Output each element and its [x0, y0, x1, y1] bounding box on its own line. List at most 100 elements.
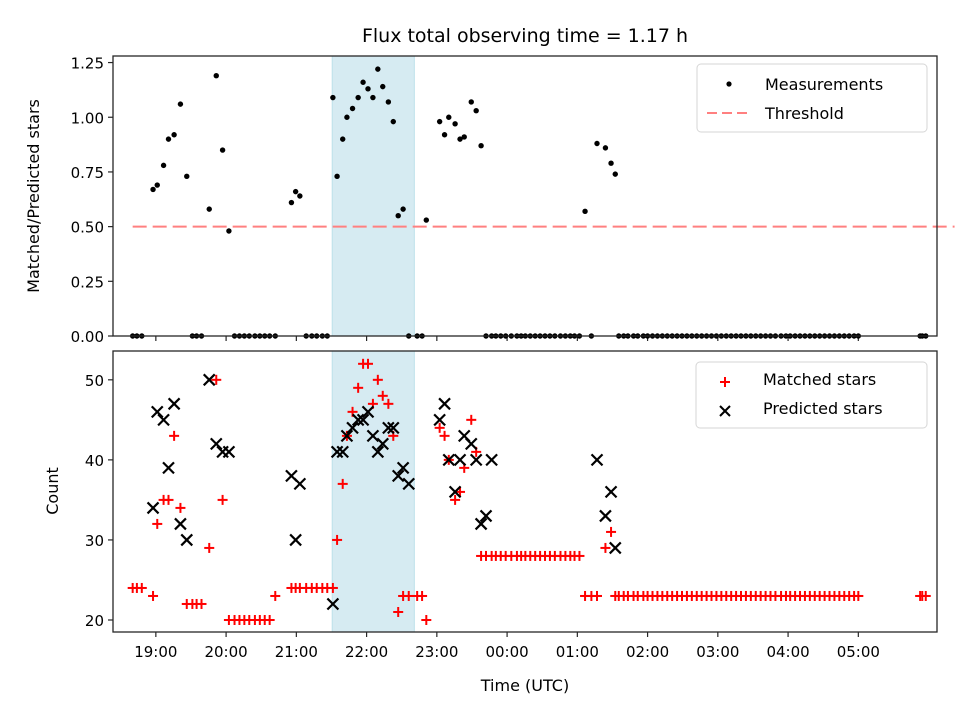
- measurement-point: [219, 147, 226, 153]
- measurement-point: [582, 208, 588, 215]
- matched-star-point: [393, 606, 404, 617]
- measurement-point: [370, 94, 376, 101]
- x-axis-label: Time (UTC): [480, 676, 569, 695]
- matched-star-point: [204, 542, 215, 553]
- x-tick-label: 22:00: [345, 643, 388, 661]
- matched-star-point: [196, 598, 207, 609]
- top-y-axis-label: Matched/Predicted stars: [24, 99, 43, 293]
- predicted-star-point: [474, 517, 488, 531]
- matched-star-point: [148, 590, 159, 601]
- matched-star-point: [439, 430, 450, 441]
- predicted-star-point: [180, 533, 194, 547]
- measurement-point: [380, 83, 386, 90]
- measurement-point: [461, 134, 467, 140]
- bottom-y-tick-label: 30: [85, 532, 104, 550]
- measurement-point: [594, 140, 600, 147]
- predicted-star-point: [340, 429, 354, 443]
- predicted-star-point: [604, 485, 618, 499]
- matched-star-point: [332, 534, 343, 545]
- matched-star-point: [421, 614, 432, 625]
- predicted-star-point: [396, 461, 410, 475]
- top-y-tick-label: 0.25: [71, 273, 104, 291]
- measurement-point: [360, 79, 366, 85]
- measurement-point: [365, 86, 371, 92]
- predicted-star-point: [209, 437, 223, 451]
- measurement-point: [297, 193, 303, 199]
- measurement-point: [177, 101, 184, 107]
- predicted-star-point: [479, 509, 493, 523]
- matched-star-point: [211, 374, 222, 385]
- bottom-y-tick-label: 40: [85, 452, 104, 470]
- matched-star-point: [270, 590, 281, 601]
- matched-star-point: [434, 422, 445, 433]
- x-tick-label: 23:00: [415, 643, 458, 661]
- predicted-star-point: [202, 373, 216, 387]
- predicted-star-point: [336, 445, 349, 459]
- bottom-axes-frame: [112, 350, 938, 633]
- x-tick-label: 03:00: [696, 643, 739, 661]
- legend-measurements-marker: [726, 81, 732, 87]
- matched-star-point: [264, 614, 275, 625]
- measurement-point: [612, 171, 618, 177]
- measurement-point: [171, 132, 177, 138]
- predicted-star-point: [371, 445, 385, 459]
- top-y-tick-label: 1.25: [71, 55, 104, 73]
- matched-star-point: [327, 582, 338, 593]
- measurement-point: [390, 118, 396, 125]
- predicted-star-point: [469, 453, 483, 467]
- predicted-star-point: [485, 453, 498, 467]
- predicted-star-point: [590, 453, 604, 467]
- x-tick-label: 04:00: [766, 643, 809, 661]
- measurement-point: [436, 118, 443, 125]
- predicted-star-point: [599, 509, 612, 523]
- chart-title: Flux total observing time = 1.17 h: [362, 25, 688, 47]
- matched-star-point: [337, 478, 348, 489]
- matched-star-point: [217, 494, 228, 505]
- top-y-tick-label: 0.50: [71, 219, 104, 237]
- bottom-legend-box: [695, 361, 928, 429]
- predicted-star-point: [448, 485, 462, 499]
- predicted-star-point: [346, 421, 359, 435]
- legend-measurements-label: Measurements: [765, 75, 883, 94]
- predicted-star-point: [361, 405, 375, 419]
- matched-star-point: [372, 374, 383, 385]
- matched-star-point: [383, 398, 394, 409]
- measurement-point: [355, 94, 361, 101]
- measurement-point: [608, 160, 614, 166]
- measurement-point: [344, 114, 350, 120]
- matched-star-point: [353, 382, 364, 393]
- measurement-point: [160, 162, 167, 169]
- predicted-star-point: [433, 413, 446, 427]
- matched-star-point: [163, 494, 174, 505]
- bottom-y-tick-label: 50: [85, 372, 104, 390]
- predicted-star-point: [222, 445, 236, 459]
- measurement-point: [349, 105, 356, 112]
- measurement-point: [452, 121, 458, 127]
- predicted-star-point: [442, 453, 456, 467]
- predicted-star-point: [162, 461, 175, 475]
- measurement-point: [165, 136, 172, 142]
- predicted-star-point: [464, 437, 478, 451]
- predicted-star-point: [326, 597, 340, 611]
- measurement-point: [184, 173, 190, 180]
- measurement-point: [446, 114, 452, 120]
- predicted-star-point: [387, 421, 400, 435]
- predicted-star-point: [289, 533, 302, 547]
- measurement-point: [150, 186, 156, 193]
- matched-star-point: [136, 582, 147, 593]
- legend-matched-label: Matched stars: [763, 370, 876, 389]
- predicted-star-point: [174, 517, 187, 531]
- measurement-point: [441, 132, 448, 138]
- measurement-point: [473, 107, 479, 114]
- predicted-star-point: [382, 421, 395, 435]
- measurement-point: [375, 66, 381, 72]
- predicted-star-point: [356, 413, 370, 427]
- measurement-point: [292, 188, 299, 195]
- measurement-point: [400, 206, 406, 212]
- predicted-star-point: [366, 429, 380, 443]
- measurement-point: [602, 145, 609, 151]
- measurement-point: [213, 72, 219, 79]
- top-y-tick-label: 1.00: [71, 109, 104, 127]
- bottom-highlight-span: [331, 350, 415, 633]
- predicted-star-point: [146, 501, 160, 515]
